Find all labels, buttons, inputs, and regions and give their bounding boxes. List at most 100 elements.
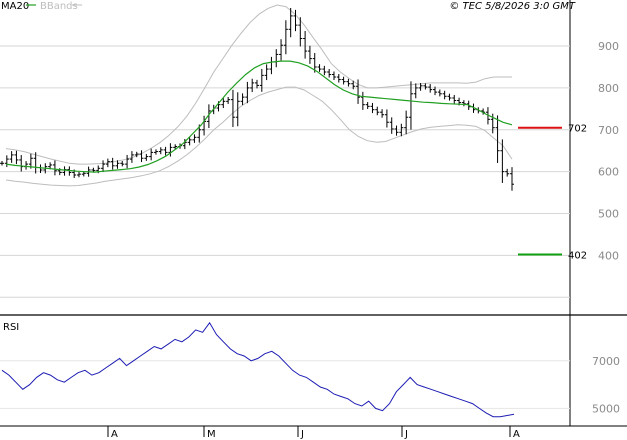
price-bar: [418, 83, 423, 91]
price-bar: [187, 136, 192, 146]
price-bar: [375, 106, 380, 116]
price-bar: [346, 78, 351, 87]
price-bar: [76, 171, 81, 178]
price-bar: [264, 64, 269, 81]
x-tick-label: J: [404, 429, 408, 440]
y-tick-label: 700: [598, 124, 619, 137]
price-bar: [120, 161, 125, 167]
price-bar: [163, 146, 168, 156]
y-tick-label: 900: [598, 40, 619, 53]
price-bar: [510, 167, 514, 191]
price-bar: [341, 76, 346, 85]
price-bar: [360, 91, 365, 110]
price-bar: [461, 100, 466, 107]
price-panel-frame: [0, 0, 570, 314]
price-bar: [404, 110, 409, 135]
price-bar: [433, 86, 438, 96]
level-lines: 702 402: [518, 124, 587, 262]
price-bar: [351, 80, 356, 90]
copyright-text: © TEC 5/8/2026 3:0 GMT: [449, 1, 576, 12]
price-bar: [370, 102, 375, 114]
price-bar: [255, 79, 259, 89]
price-bar: [317, 64, 322, 72]
price-bar: [221, 97, 226, 109]
price-bar: [303, 30, 308, 59]
price-bar: [447, 93, 452, 101]
price-bar: [153, 149, 158, 155]
price-bar: [288, 7, 293, 38]
price-bar: [28, 153, 33, 169]
price-bar: [134, 151, 139, 158]
rsi-tick-label: 5000: [592, 402, 620, 415]
price-bar: [428, 84, 433, 93]
price-bar: [14, 150, 19, 165]
price-bar: [105, 158, 110, 168]
price-bar: [235, 92, 240, 127]
rsi-tick-label: 7000: [592, 355, 620, 368]
bband-lower-line: [5, 86, 513, 187]
price-bar: [52, 160, 57, 176]
price-bar: [495, 115, 500, 163]
price-bar: [144, 153, 149, 161]
rsi-tick-labels: 7000 5000: [592, 355, 620, 416]
price-bar: [384, 109, 389, 128]
price-bar: [206, 104, 211, 129]
price-bar: [293, 9, 298, 32]
x-tick-label: M: [207, 429, 216, 440]
price-bar: [230, 89, 235, 128]
price-bar: [226, 97, 231, 104]
y-tick-label: 800: [598, 82, 619, 95]
price-bar: [399, 123, 404, 137]
y-tick-labels: 900 800 700 600 500 400: [598, 40, 619, 262]
y-tick-label: 600: [598, 166, 619, 179]
legend-ma20: MA20: [1, 1, 29, 12]
price-bar: [322, 65, 327, 76]
rsi-line: [1, 321, 515, 418]
x-tick-label: A: [111, 429, 118, 440]
price-bar: [245, 81, 250, 104]
price-bar: [110, 157, 115, 170]
price-bar: [505, 168, 510, 177]
price-bar: [413, 83, 418, 99]
price-bar: [149, 148, 154, 161]
rsi-grid-lines: [0, 360, 570, 409]
price-bar: [173, 144, 178, 150]
price-bar: [500, 139, 505, 183]
legend-bbands: BBands: [40, 1, 78, 12]
price-bar: [4, 155, 9, 168]
price-bar: [259, 68, 264, 92]
x-tick-label: J: [300, 429, 304, 440]
price-bar: [182, 138, 187, 150]
price-bar: [9, 151, 14, 163]
price-bar: [283, 20, 288, 55]
price-bar: [389, 117, 394, 134]
price-bar: [250, 78, 255, 93]
price-bar: [312, 52, 317, 73]
price-bar: [380, 109, 385, 118]
price-bar: [129, 151, 134, 163]
price-bar: [356, 79, 361, 104]
price-bar: [327, 68, 332, 78]
y-tick-label: 500: [598, 208, 619, 221]
rsi-label: RSI: [3, 322, 19, 333]
x-tick-label: A: [513, 429, 520, 440]
price-bar: [101, 160, 106, 173]
price-bar: [307, 45, 312, 64]
price-bar: [192, 134, 197, 143]
price-bar: [331, 71, 336, 81]
price-bar: [115, 160, 120, 169]
price-bar: [0, 161, 4, 166]
price-bar: [365, 102, 370, 109]
price-bar: [168, 143, 173, 157]
price-bar: [158, 147, 163, 155]
bband-upper-line: [5, 4, 512, 165]
price-bar: [279, 39, 284, 61]
price-bar: [336, 74, 341, 83]
price-bar: [442, 90, 447, 100]
y-tick-label: 400: [598, 249, 619, 262]
price-bar: [139, 150, 144, 163]
ma20-line: [5, 60, 513, 173]
price-bar: [298, 17, 303, 47]
